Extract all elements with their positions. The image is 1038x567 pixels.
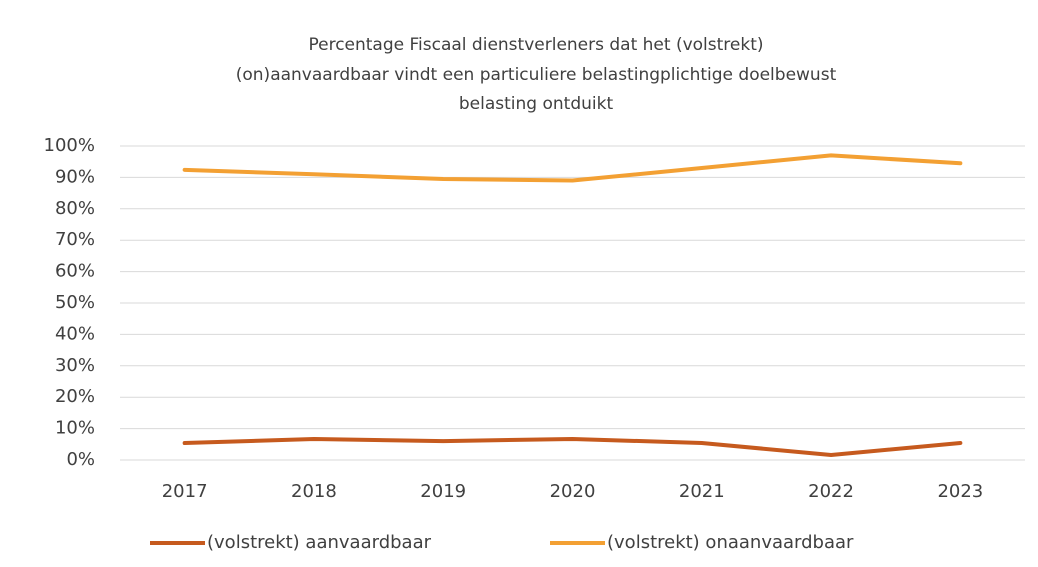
y-tick-label: 10% bbox=[55, 418, 95, 439]
legend-label: (volstrekt) onaanvaardbaar bbox=[607, 532, 854, 553]
series-line bbox=[182, 153, 963, 183]
x-tick-label: 2018 bbox=[291, 481, 337, 502]
y-tick-label: 60% bbox=[55, 261, 95, 282]
y-tick-label: 70% bbox=[55, 229, 95, 250]
x-tick-label: 2021 bbox=[679, 481, 725, 502]
y-tick-label: 20% bbox=[55, 386, 95, 407]
series-line bbox=[182, 436, 963, 457]
y-tick-label: 30% bbox=[55, 355, 95, 376]
x-tick-label: 2019 bbox=[420, 481, 466, 502]
y-tick-label: 80% bbox=[55, 198, 95, 219]
x-tick-label: 2017 bbox=[162, 481, 208, 502]
y-tick-label: 40% bbox=[55, 323, 95, 344]
x-tick-label: 2023 bbox=[937, 481, 983, 502]
y-tick-label: 90% bbox=[55, 166, 95, 187]
x-tick-label: 2022 bbox=[808, 481, 854, 502]
y-tick-label: 100% bbox=[44, 135, 95, 156]
chart-title: Percentage Fiscaal dienstverleners dat h… bbox=[308, 35, 763, 55]
chart-title: (on)aanvaardbaar vindt een particuliere … bbox=[236, 65, 837, 85]
y-tick-label: 0% bbox=[66, 449, 95, 470]
x-tick-label: 2020 bbox=[550, 481, 596, 502]
chart-title: belasting ontduikt bbox=[459, 94, 614, 114]
legend-label: (volstrekt) aanvaardbaar bbox=[207, 532, 432, 553]
y-tick-label: 50% bbox=[55, 292, 95, 313]
